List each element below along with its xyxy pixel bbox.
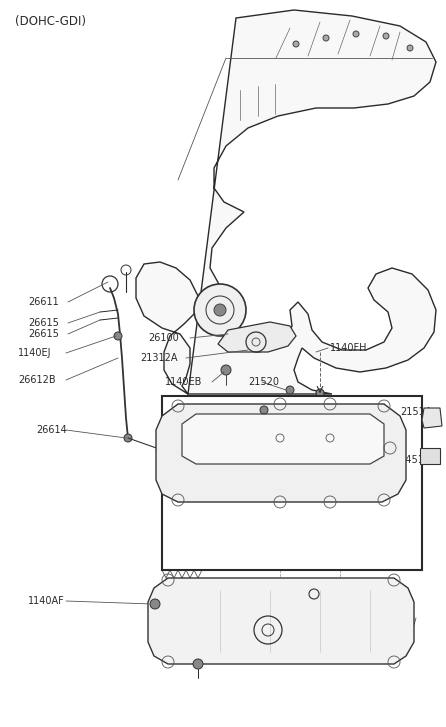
- Circle shape: [221, 365, 231, 375]
- Circle shape: [353, 31, 359, 37]
- Bar: [162, 396, 422, 570]
- Polygon shape: [420, 448, 440, 464]
- Text: 21512: 21512: [318, 593, 349, 603]
- Text: 26615: 26615: [28, 318, 59, 328]
- Circle shape: [150, 599, 160, 609]
- Circle shape: [194, 284, 246, 336]
- Circle shape: [293, 41, 299, 47]
- Circle shape: [407, 45, 413, 51]
- Polygon shape: [218, 322, 296, 352]
- Text: 26614: 26614: [36, 425, 67, 435]
- Text: 21451B: 21451B: [393, 455, 431, 465]
- Circle shape: [114, 332, 122, 340]
- Text: 26611: 26611: [28, 297, 59, 307]
- Circle shape: [193, 659, 203, 669]
- Polygon shape: [136, 10, 436, 394]
- Text: 1140EJ: 1140EJ: [18, 348, 51, 358]
- Text: 21312A: 21312A: [140, 353, 178, 363]
- Text: 22143A: 22143A: [186, 433, 223, 443]
- Polygon shape: [148, 578, 414, 664]
- Circle shape: [286, 386, 294, 394]
- Text: 21510A: 21510A: [368, 613, 405, 623]
- Text: 1140AF: 1140AF: [28, 596, 65, 606]
- Text: 1140EB: 1140EB: [165, 377, 202, 387]
- Text: 21516A: 21516A: [176, 645, 214, 655]
- Polygon shape: [422, 408, 442, 428]
- Circle shape: [383, 33, 389, 39]
- Text: 26615: 26615: [28, 329, 59, 339]
- Circle shape: [316, 389, 324, 397]
- Circle shape: [323, 35, 329, 41]
- Text: 21513A: 21513A: [270, 613, 307, 623]
- Text: 1140FZ: 1140FZ: [197, 407, 234, 417]
- Text: 21514: 21514: [400, 407, 431, 417]
- Circle shape: [214, 304, 226, 316]
- Circle shape: [260, 406, 268, 414]
- Text: 1140FH: 1140FH: [330, 343, 368, 353]
- Text: 26100: 26100: [148, 333, 179, 343]
- Text: (DOHC-GDI): (DOHC-GDI): [15, 15, 86, 28]
- Text: 21520: 21520: [248, 377, 279, 387]
- Polygon shape: [156, 404, 406, 502]
- Circle shape: [124, 434, 132, 442]
- Text: 26612B: 26612B: [18, 375, 56, 385]
- Polygon shape: [182, 414, 384, 464]
- Text: 1430JC: 1430JC: [330, 435, 364, 445]
